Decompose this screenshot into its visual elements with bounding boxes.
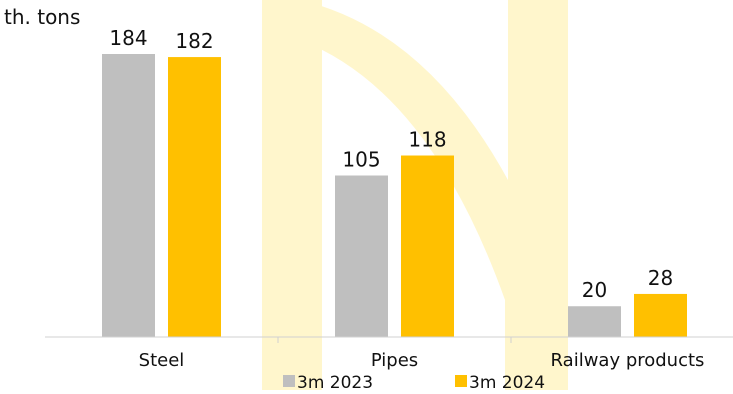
bars-group: 184 182 105 118 20 28 [102,26,687,338]
legend: 3m 2023 3m 2024 [283,373,545,393]
legend-swatch-3m-2023 [283,375,295,387]
bar-steel-3m-2023 [102,54,155,337]
value-label-steel-3m-2024: 182 [175,29,213,53]
bar-railway-products-3m-2024 [634,293,687,337]
category-label-pipes: Pipes [371,350,418,371]
value-label-pipes-3m-2024: 118 [408,128,446,152]
legend-swatch-3m-2024 [455,375,467,387]
legend-label-3m-2023: 3m 2023 [297,373,373,390]
category-labels: Steel Pipes Railway products [139,337,705,371]
background-watermark [262,0,568,390]
value-label-railway-products-3m-2024: 28 [648,266,673,290]
value-label-railway-products-3m-2023: 20 [582,278,607,302]
category-label-steel: Steel [139,350,185,371]
bar-steel-3m-2024 [168,57,221,338]
category-label-railway-products: Railway products [551,350,705,371]
bar-railway-products-3m-2023 [568,306,621,337]
value-label-pipes-3m-2023: 105 [342,148,380,172]
legend-label-3m-2024: 3m 2024 [469,373,545,390]
value-label-steel-3m-2023: 184 [109,26,147,50]
unit-label: th. tons [4,5,80,29]
bar-pipes-3m-2024 [401,155,454,337]
bar-pipes-3m-2023 [335,175,388,337]
